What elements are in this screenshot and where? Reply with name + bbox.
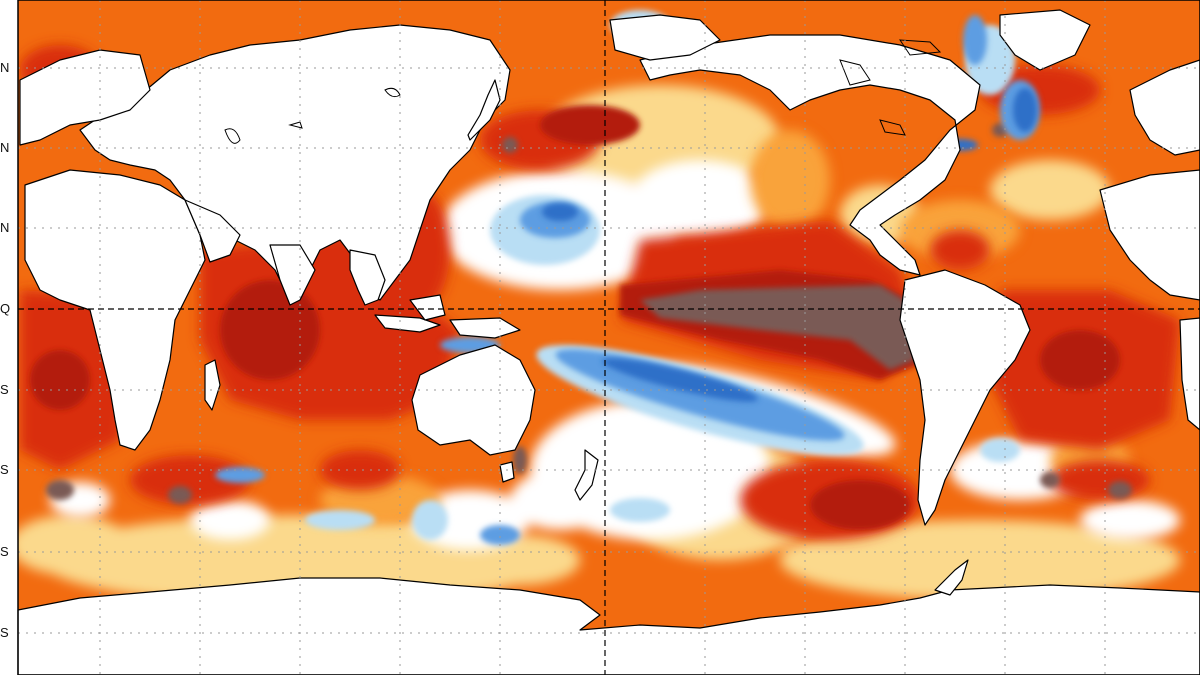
graticule <box>18 0 1200 675</box>
lat-label-40s: S <box>0 462 9 477</box>
antarctic-peninsula <box>934 559 969 596</box>
africa-landmass <box>24 169 206 451</box>
madagascar-landmass <box>204 359 221 411</box>
australia-landmass <box>411 344 536 456</box>
map-frame <box>17 0 1200 675</box>
inland-coast-details <box>224 39 942 144</box>
south-africa-wrap-landmass <box>1179 317 1200 431</box>
land-masses <box>17 9 1200 675</box>
lat-label-20n: N <box>0 220 10 235</box>
new-guinea-landmass <box>449 317 521 339</box>
alaska-landmass <box>609 14 721 61</box>
greenland-landmass <box>999 9 1091 71</box>
indochina-landmass <box>349 249 386 306</box>
tasmania-landmass <box>499 461 515 483</box>
lat-label-20s: S <box>0 382 9 397</box>
lat-label-60n: N <box>0 60 10 75</box>
lat-label-40n: N <box>0 140 10 155</box>
europe-landmass <box>19 49 151 146</box>
cold-strong-areas <box>170 88 1037 402</box>
south-america-landmass <box>899 269 1031 526</box>
lat-label-eq: Q <box>0 301 11 316</box>
west-africa-wrap-landmass <box>1099 169 1200 301</box>
lat-label-80s: S <box>0 625 9 640</box>
arabia-landmass <box>184 199 241 263</box>
borneo-landmass <box>409 294 446 321</box>
india-landmass <box>269 244 316 306</box>
japan-landmass <box>467 79 501 141</box>
indonesia-islands <box>374 314 441 333</box>
europe-wrap-landmass <box>1129 59 1200 156</box>
lat-label-60s: S <box>0 544 9 559</box>
warm-extreme-areas <box>46 123 1132 504</box>
new-zealand-landmass <box>574 449 599 501</box>
